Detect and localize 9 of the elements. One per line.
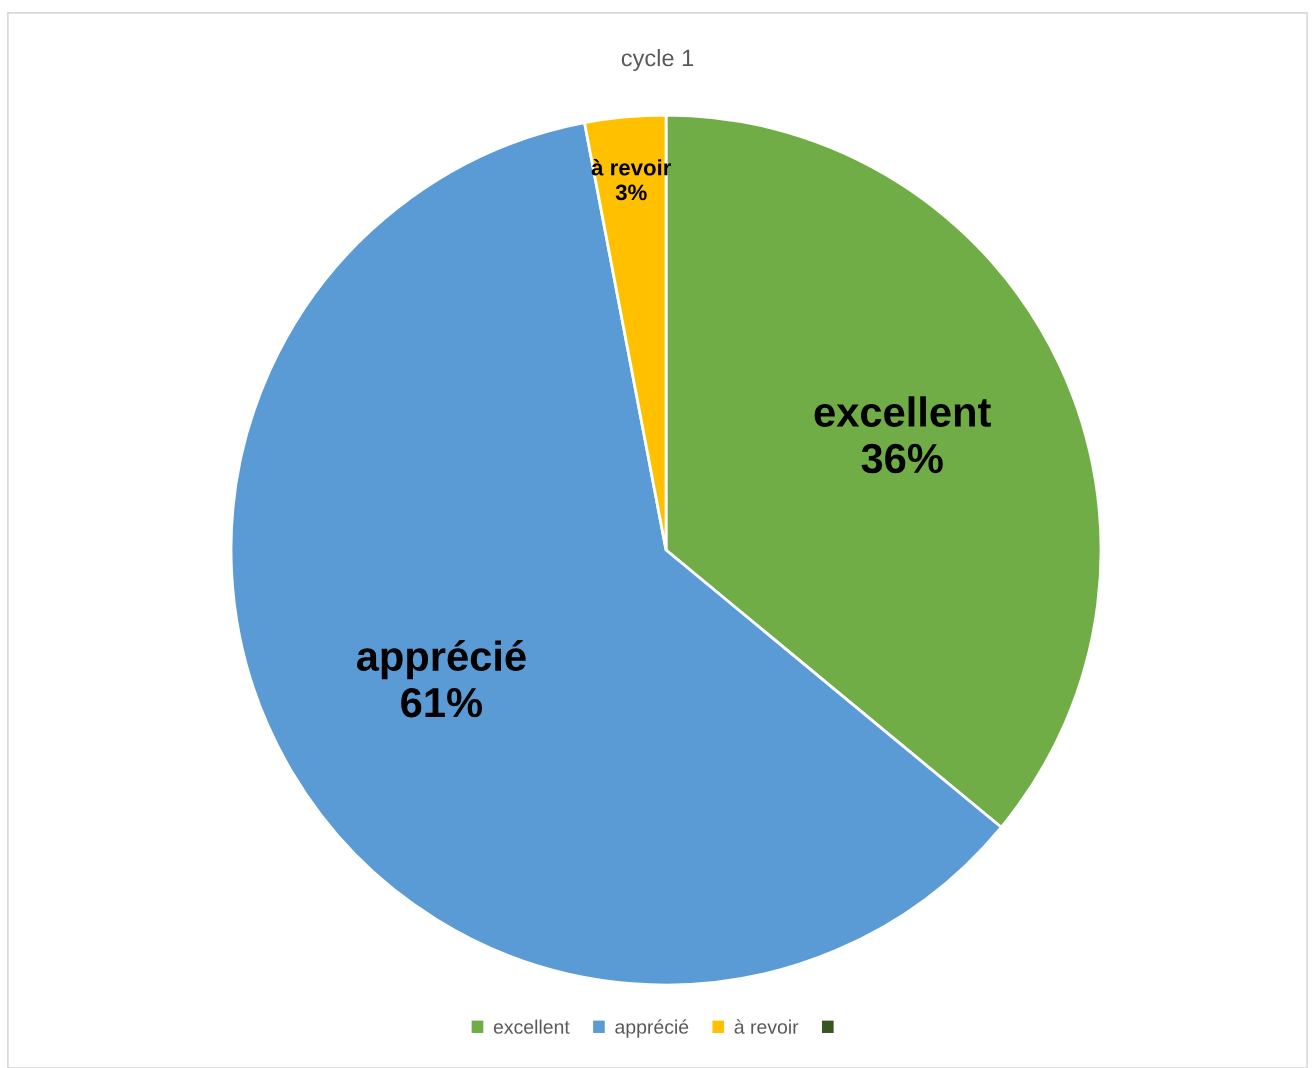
data-label: 3% (615, 184, 647, 201)
legend-label: excellent (493, 1019, 570, 1034)
data-label: 36% (861, 443, 943, 474)
chart-title: cycle 1 (621, 49, 694, 71)
legend-label: à revoir (734, 1019, 799, 1034)
slice-label: excellent (814, 396, 991, 427)
slice-label: apprécié (356, 640, 526, 680)
data-label: 61% (401, 687, 482, 718)
legend-label: apprécié (615, 1019, 689, 1038)
